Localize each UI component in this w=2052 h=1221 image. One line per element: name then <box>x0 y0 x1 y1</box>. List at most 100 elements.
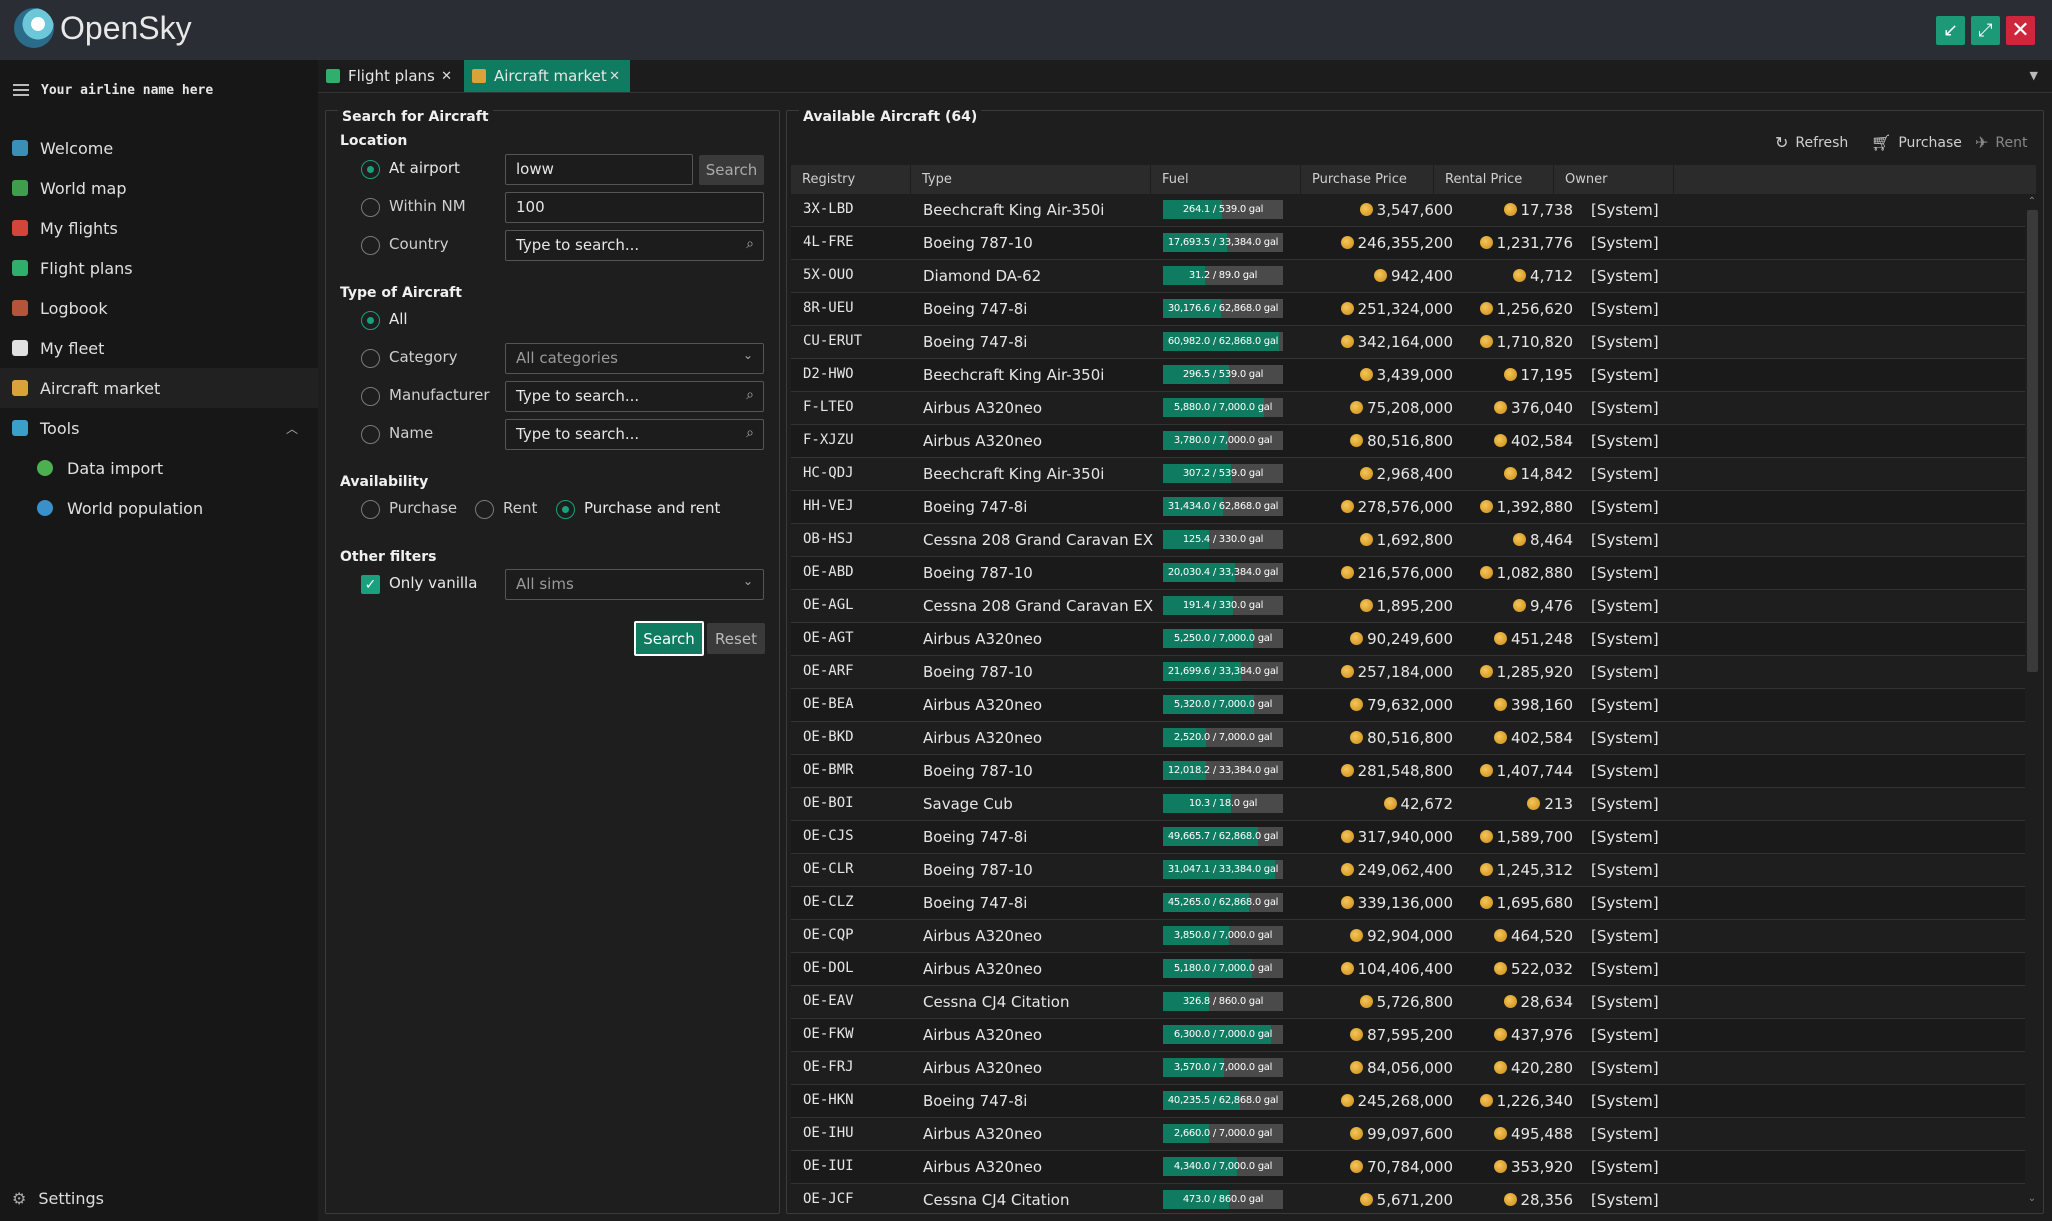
registry-cell: 8R-UEU <box>803 300 854 316</box>
table-row[interactable]: OE-CLR Boeing 787-10 31,047.1 / 33,384.0 g… <box>791 854 2025 887</box>
column-header-fuel[interactable]: Fuel <box>1151 165 1301 194</box>
reset-button[interactable]: Reset <box>707 623 765 654</box>
sidebar-item-tools[interactable]: Tools ︿ <box>0 408 318 448</box>
purchase-price-value: 5,726,800 <box>1376 993 1453 1011</box>
manufacturer-radio[interactable] <box>361 387 380 406</box>
table-row[interactable]: OE-AGL Cessna 208 Grand Caravan EX 191.4 /… <box>791 590 2025 623</box>
tab-flight-plans[interactable]: Flight plans ✕ <box>318 60 462 92</box>
close-window-button[interactable]: ✕ <box>2006 16 2035 45</box>
sidebar-item-welcome[interactable]: Welcome <box>0 128 318 168</box>
table-row[interactable]: OE-ARF Boeing 787-10 21,699.6 / 33,384.0 g… <box>791 656 2025 689</box>
sidebar-item-label: Welcome <box>40 138 114 158</box>
table-row[interactable]: 3X-LBD Beechcraft King Air-350i 264.1 / 53… <box>791 194 2025 227</box>
refresh-button[interactable]: ↻ Refresh <box>1775 133 1848 152</box>
coin-icon <box>1493 401 1507 414</box>
table-row[interactable]: OE-FRJ Airbus A320neo 3,570.0 / 7,000.0 ga… <box>791 1052 2025 1085</box>
table-scrollbar-thumb[interactable] <box>2027 210 2038 672</box>
purchase-and-rent-radio[interactable] <box>556 500 575 519</box>
table-row[interactable]: OE-FKW Airbus A320neo 6,300.0 / 7,000.0 ga… <box>791 1019 2025 1052</box>
owner-cell: [System] <box>1591 795 1659 813</box>
purchase-radio[interactable] <box>361 500 380 519</box>
sidebar-item-settings[interactable]: ⚙ Settings <box>0 1180 318 1216</box>
column-header-purchase-price[interactable]: Purchase Price <box>1301 165 1434 194</box>
table-row[interactable]: OE-BOI Savage Cub 10.3 / 18.0 gal 42,672 213… <box>791 788 2025 821</box>
table-row[interactable]: F-LTEO Airbus A320neo 5,880.0 / 7,000.0 ga… <box>791 392 2025 425</box>
airplane-icon <box>12 340 28 356</box>
tab-aircraft-market[interactable]: Aircraft market ✕ <box>464 60 630 92</box>
table-row[interactable]: OE-CQP Airbus A320neo 3,850.0 / 7,000.0 ga… <box>791 920 2025 953</box>
within-nm-input[interactable]: 100 <box>505 192 764 223</box>
sidebar-item-flight-plans[interactable]: Flight plans <box>0 248 318 288</box>
sidebar-item-data-import[interactable]: Data import <box>0 448 318 488</box>
table-row[interactable]: OE-EAV Cessna CJ4 Citation 326.8 / 860.0 g… <box>791 986 2025 1019</box>
sidebar-item-logbook[interactable]: Logbook <box>0 288 318 328</box>
manufacturer-search-input[interactable]: Type to search... ⌕ <box>505 381 764 412</box>
rent-button[interactable]: ✈ Rent <box>1975 133 2027 152</box>
owner-cell: [System] <box>1591 267 1659 285</box>
table-header: Registry Type Fuel Purchase Price Rental… <box>791 165 2036 194</box>
table-row[interactable]: CU-ERUT Boeing 747-8i 60,982.0 / 62,868.0 … <box>791 326 2025 359</box>
rental-price-cell: 213 <box>1453 788 1573 821</box>
type-all-radio[interactable] <box>361 311 380 330</box>
table-row[interactable]: OE-CLZ Boeing 747-8i 45,265.0 / 62,868.0 g… <box>791 887 2025 920</box>
table-row[interactable]: OE-CJS Boeing 747-8i 49,665.7 / 62,868.0 g… <box>791 821 2025 854</box>
table-row[interactable]: OE-ABD Boeing 787-10 20,030.4 / 33,384.0 g… <box>791 557 2025 590</box>
scroll-up-icon[interactable]: ⌃ <box>2027 196 2037 207</box>
table-row[interactable]: 8R-UEU Boeing 747-8i 30,176.6 / 62,868.0 g… <box>791 293 2025 326</box>
coin-icon <box>1340 830 1354 843</box>
scroll-down-icon[interactable]: ⌄ <box>2027 1193 2037 1204</box>
table-row[interactable]: F-XJZU Airbus A320neo 3,780.0 / 7,000.0 ga… <box>791 425 2025 458</box>
airport-input[interactable]: loww <box>505 154 693 185</box>
minimize-button[interactable]: ↙ <box>1936 16 1965 45</box>
sidebar-item-my-flights[interactable]: My flights <box>0 208 318 248</box>
column-header-registry[interactable]: Registry <box>791 165 911 194</box>
column-header-owner[interactable]: Owner <box>1554 165 1674 194</box>
category-radio[interactable] <box>361 349 380 368</box>
sims-select[interactable]: All sims ⌄ <box>505 569 764 600</box>
chevron-up-icon[interactable]: ︿ <box>285 421 298 436</box>
column-header-rental-price[interactable]: Rental Price <box>1434 165 1554 194</box>
at-airport-radio[interactable] <box>361 160 380 179</box>
table-row[interactable]: OE-IHU Airbus A320neo 2,660.0 / 7,000.0 ga… <box>791 1118 2025 1151</box>
table-row[interactable]: 5X-OUO Diamond DA-62 31.2 / 89.0 gal 942,40… <box>791 260 2025 293</box>
table-row[interactable]: 4L-FRE Boeing 787-10 17,693.5 / 33,384.0 g… <box>791 227 2025 260</box>
category-select[interactable]: All categories ⌄ <box>505 343 764 374</box>
table-row[interactable]: D2-HWO Beechcraft King Air-350i 296.5 / 53… <box>791 359 2025 392</box>
airport-search-button[interactable]: Search <box>699 155 764 185</box>
name-radio[interactable] <box>361 425 380 444</box>
table-row[interactable]: OE-AGT Airbus A320neo 5,250.0 / 7,000.0 ga… <box>791 623 2025 656</box>
table-row[interactable]: OE-BMR Boeing 787-10 12,018.2 / 33,384.0 g… <box>791 755 2025 788</box>
table-row[interactable]: OB-HSJ Cessna 208 Grand Caravan EX 125.4 /… <box>791 524 2025 557</box>
sidebar-item-aircraft-market[interactable]: Aircraft market <box>0 368 318 408</box>
maximize-button[interactable]: ⤢ <box>1971 16 2000 45</box>
rent-radio[interactable] <box>475 500 494 519</box>
table-row[interactable]: OE-IUI Airbus A320neo 4,340.0 / 7,000.0 ga… <box>791 1151 2025 1184</box>
hamburger-menu-icon[interactable] <box>13 84 29 96</box>
sidebar-item-my-fleet[interactable]: My fleet <box>0 328 318 368</box>
table-row[interactable]: OE-DOL Airbus A320neo 5,180.0 / 7,000.0 ga… <box>791 953 2025 986</box>
close-tab-icon[interactable]: ✕ <box>609 68 620 84</box>
table-row[interactable]: OE-BEA Airbus A320neo 5,320.0 / 7,000.0 ga… <box>791 689 2025 722</box>
table-row[interactable]: HC-QDJ Beechcraft King Air-350i 307.2 / 53… <box>791 458 2025 491</box>
rental-price-value: 1,256,620 <box>1496 300 1573 318</box>
within-nm-radio[interactable] <box>361 198 380 217</box>
table-row[interactable]: OE-BKD Airbus A320neo 2,520.0 / 7,000.0 ga… <box>791 722 2025 755</box>
table-row[interactable]: OE-JCF Cessna CJ4 Citation 473.0 / 860.0 g… <box>791 1184 2025 1212</box>
table-row[interactable]: OE-HKN Boeing 747-8i 40,235.5 / 62,868.0 g… <box>791 1085 2025 1118</box>
column-header-type[interactable]: Type <box>911 165 1151 194</box>
airline-header[interactable]: Your airline name here <box>0 68 318 112</box>
only-vanilla-checkbox[interactable]: ✓ <box>361 575 380 594</box>
name-search-input[interactable]: Type to search... ⌕ <box>505 419 764 450</box>
tab-overflow-dropdown-icon[interactable]: ▼ <box>2029 69 2038 82</box>
search-button[interactable]: Search <box>634 621 704 656</box>
country-search-input[interactable]: Type to search... ⌕ <box>505 230 764 261</box>
rental-price-value: 437,976 <box>1510 1026 1573 1044</box>
sidebar-item-world-population[interactable]: World population <box>0 488 318 528</box>
purchase-button[interactable]: 🛒︎ Purchase <box>1871 133 1962 152</box>
rental-price-value: 1,589,700 <box>1496 828 1573 846</box>
sidebar-item-world-map[interactable]: World map <box>0 168 318 208</box>
fuel-text: 31.2 / 89.0 gal <box>1188 270 1258 281</box>
table-row[interactable]: HH-VEJ Boeing 747-8i 31,434.0 / 62,868.0 g… <box>791 491 2025 524</box>
close-tab-icon[interactable]: ✕ <box>441 68 452 84</box>
country-radio[interactable] <box>361 236 380 255</box>
